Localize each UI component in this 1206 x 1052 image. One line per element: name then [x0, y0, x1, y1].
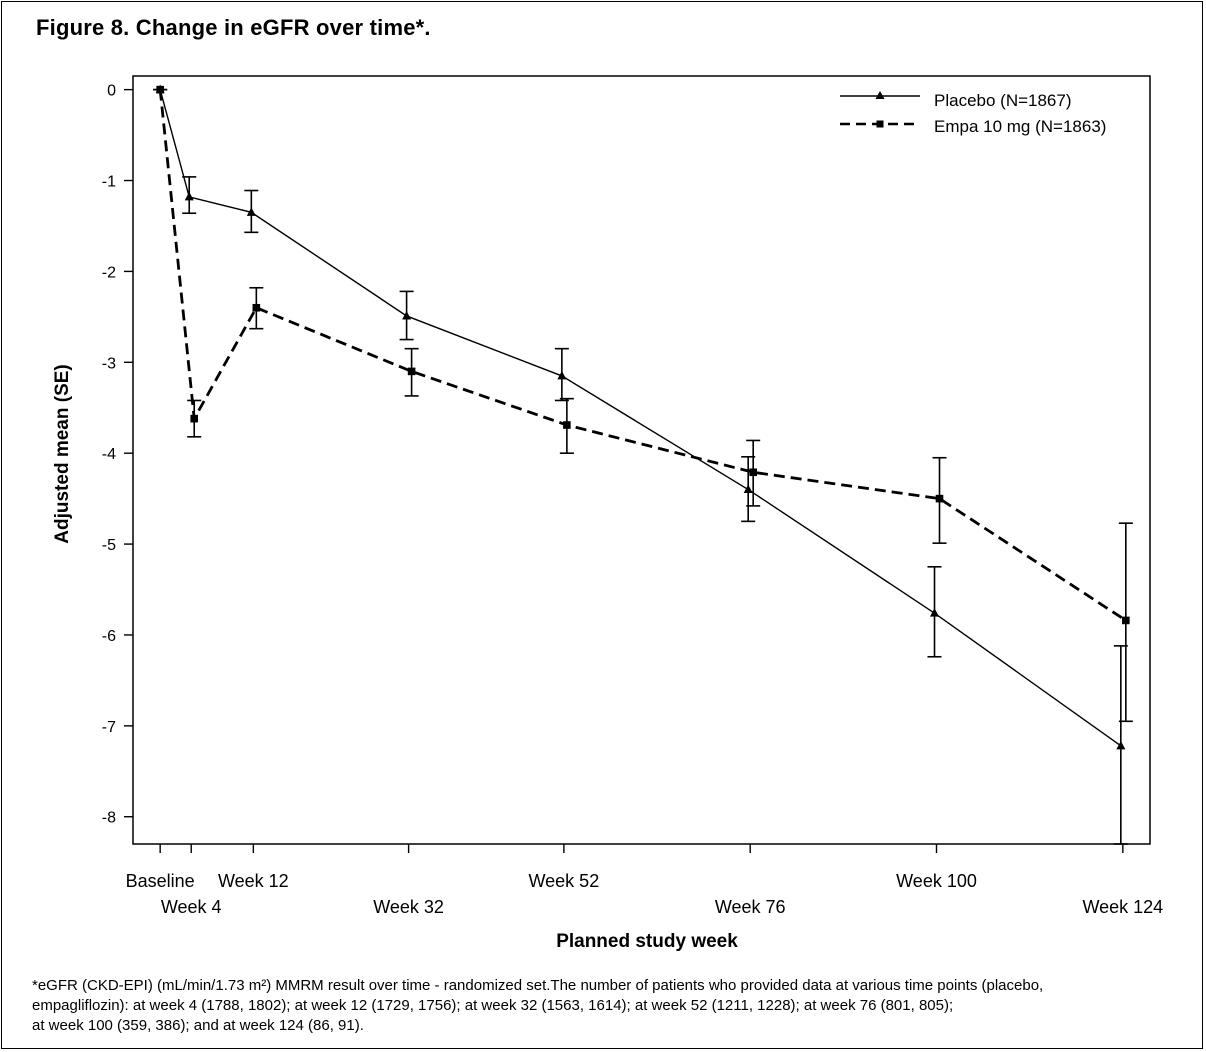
legend: Placebo (N=1867) Empa 10 mg (N=1863) [840, 91, 1106, 136]
x-tick-label: Week 4 [161, 897, 222, 917]
legend-marker-empa [876, 120, 884, 128]
y-tick-label: -2 [102, 264, 116, 281]
legend-marker-placebo [875, 91, 885, 99]
data-point [1122, 616, 1130, 625]
data-point [156, 85, 164, 94]
series-line [159, 89, 1122, 747]
x-tick-label: Week 100 [896, 871, 977, 891]
x-tick-label: Week 52 [529, 871, 600, 891]
data-point [402, 310, 412, 320]
x-axis: Baseline Week 4 Week 12 Week 32 Week 52 Week … [126, 844, 1163, 917]
data-point [407, 367, 416, 376]
x-tick-label: Week 12 [218, 871, 289, 891]
legend-label-empa: Empa 10 mg (N=1863) [934, 117, 1106, 136]
legend-label-placebo: Placebo (N=1867) [934, 91, 1072, 110]
data-point [190, 414, 199, 423]
data-point [749, 468, 757, 477]
series-line [158, 89, 1127, 622]
series-placebo [153, 84, 1128, 845]
data-point [743, 484, 753, 494]
data-point [930, 608, 940, 617]
legend-item-placebo: Placebo (N=1867) [840, 91, 1072, 110]
data-point [184, 191, 194, 201]
data-point [563, 421, 571, 429]
y-axis: 0 -1 -2 -3 -4 -5 -6 -7 -8 [102, 83, 133, 827]
y-tick-label: -4 [102, 446, 116, 463]
figure-title: Figure 8. Change in eGFR over time*. [36, 15, 431, 40]
y-tick-label: -6 [102, 628, 116, 645]
footnote-line: at week 100 (359, 386); and at week 124 … [32, 1017, 364, 1034]
series-layer [153, 84, 1133, 845]
footnote-line: *eGFR (CKD-EPI) (mL/min/1.73 m²) MMRM re… [32, 977, 1044, 994]
x-tick-label: Week 76 [715, 897, 786, 917]
plot-area [132, 75, 1151, 845]
data-point [246, 207, 256, 216]
y-tick-label: -3 [102, 355, 116, 372]
y-axis-label: Adjusted mean (SE) [52, 364, 73, 543]
footnote-line: empagliflozin): at week 4 (1788, 1802); … [32, 997, 954, 1014]
y-tick-label: -1 [102, 174, 116, 191]
y-tick-label: -8 [102, 810, 116, 827]
footnote: *eGFR (CKD-EPI) (mL/min/1.73 m²) MMRM re… [32, 976, 1182, 1036]
x-tick-label: Baseline [126, 871, 195, 891]
y-tick-label: -7 [102, 719, 116, 736]
x-tick-label: Week 124 [1082, 897, 1163, 917]
data-point [252, 303, 261, 312]
y-tick-label: -5 [102, 537, 116, 554]
data-point [935, 494, 944, 503]
y-tick-label: 0 [107, 83, 116, 100]
data-point [1116, 740, 1126, 750]
x-axis-label: Planned study week [556, 931, 738, 952]
x-tick-label: Week 32 [373, 897, 444, 917]
series-empa [153, 85, 1133, 723]
legend-item-empa: Empa 10 mg (N=1863) [840, 117, 1106, 136]
data-point [557, 370, 567, 380]
